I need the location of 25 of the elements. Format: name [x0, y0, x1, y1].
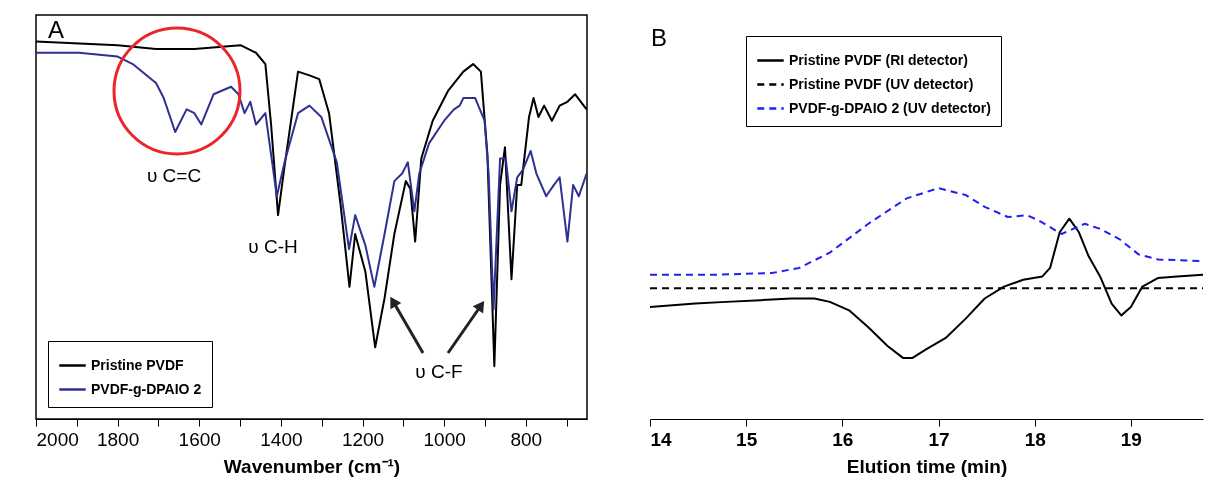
legend-label: Pristine PVDF (RI detector)	[789, 51, 968, 68]
legend-label: Pristine PVDF	[91, 356, 185, 373]
annotation: υ C=C	[146, 165, 202, 186]
x-tick-label: 14	[650, 428, 673, 450]
x-tick-label: 1200	[341, 428, 385, 450]
x-tick-label: 800	[510, 428, 543, 450]
legend-label: Pristine PVDF (UV detector)	[789, 75, 974, 92]
x-tick-label: 1400	[260, 428, 303, 450]
annotation: υ C-F	[415, 361, 463, 382]
x-tick-label: 15	[736, 428, 758, 450]
x-tick-label: 1800	[96, 428, 140, 450]
x-tick-label: 1000	[423, 428, 466, 450]
x-tick-label: 17	[928, 428, 950, 450]
x-axis-title: Wavenumber (cm⁻¹)	[223, 455, 401, 477]
x-tick-label: 19	[1120, 428, 1142, 450]
x-axis-title: Elution time (min)	[846, 455, 1008, 477]
x-tick-label: 1600	[178, 428, 221, 450]
legend-label: PVDF-g-DPAIO 2 (UV detector)	[789, 99, 991, 116]
text: B	[651, 24, 668, 51]
x-tick-label: 18	[1024, 428, 1046, 450]
x-tick-label: 16	[832, 428, 854, 450]
x-tick-label: 2000	[36, 428, 79, 450]
legend-label: PVDF-g-DPAIO 2	[91, 380, 202, 397]
annotation: υ C-H	[248, 236, 298, 257]
annotation: A	[48, 16, 65, 43]
